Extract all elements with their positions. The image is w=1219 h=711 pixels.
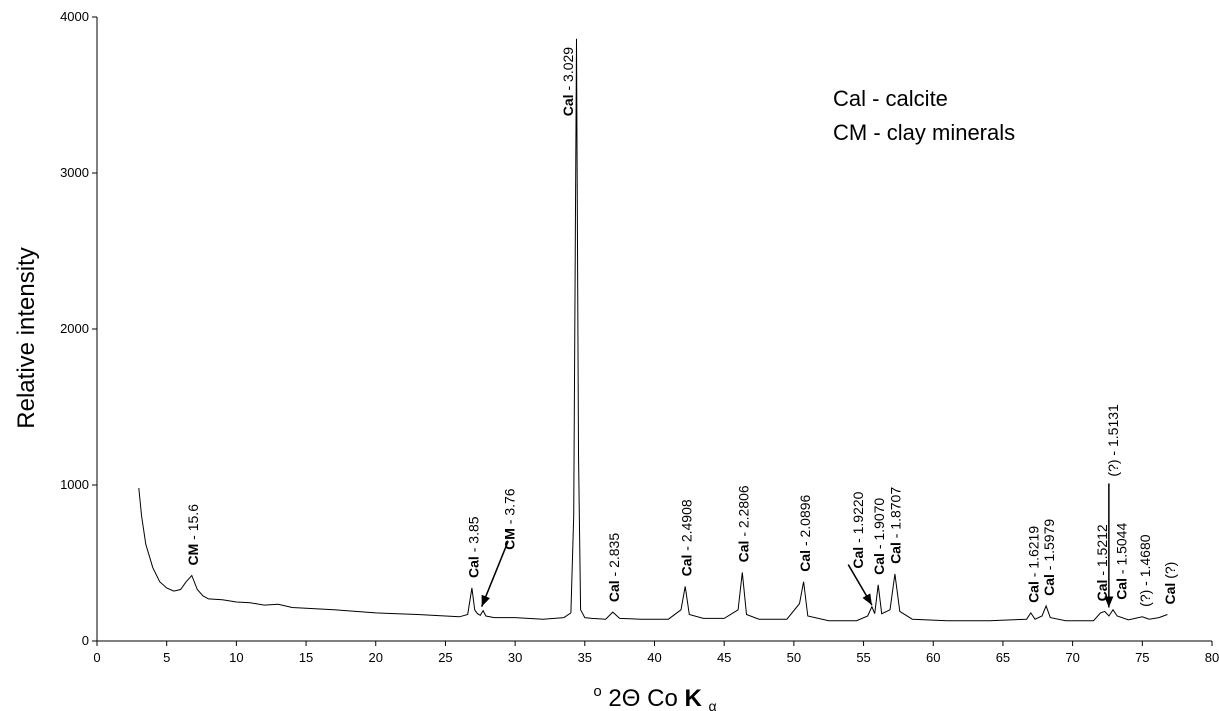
peak-label-mineral: CM: [502, 528, 518, 550]
peak-label-mineral: Cal: [560, 94, 576, 116]
peak-label: Cal - 1.5979: [1041, 519, 1057, 596]
peak-label-d-spacing: - 2.2806: [736, 485, 752, 540]
peak-label-mineral: Cal: [1026, 581, 1042, 603]
peak-arrow-head: [1104, 596, 1114, 608]
peak-label-d-spacing: - 15.6: [185, 504, 201, 544]
y-axis-title: Relative intensity: [13, 247, 40, 428]
x-tick-label: 30: [508, 650, 522, 665]
x-tick-label: 15: [299, 650, 313, 665]
peak-label: Cal - 3.029: [560, 47, 576, 116]
peak-label-d-spacing: - 3.85: [465, 516, 481, 556]
x-axis-title-degree: o: [593, 683, 601, 700]
x-tick-label: 45: [717, 650, 731, 665]
peak-label-d-spacing: (?) - 1.5131: [1105, 404, 1121, 477]
peak-label-d-spacing: - 2.835: [606, 533, 622, 581]
peak-label: Cal - 3.85: [465, 516, 481, 578]
peak-label-mineral: Cal: [797, 550, 813, 572]
peak-label-mineral: Cal: [1113, 578, 1129, 600]
peak-label-d-spacing: - 1.9220: [850, 491, 866, 546]
peak-label-d-spacing: - 1.6219: [1026, 526, 1042, 581]
peak-label-d-spacing: - 1.9070: [871, 498, 887, 553]
peak-label-d-spacing: - 2.4908: [679, 499, 695, 554]
x-tick-label: 40: [647, 650, 661, 665]
x-tick-label: 75: [1135, 650, 1149, 665]
peak-label-mineral: Cal: [1162, 583, 1178, 605]
peak-label: Cal - 2.835: [606, 533, 622, 602]
peak-label: Cal - 2.4908: [679, 499, 695, 576]
peak-label-mineral: Cal: [871, 553, 887, 575]
peak-label: Cal - 1.9070: [871, 498, 887, 575]
peak-label-mineral: Cal: [1094, 580, 1110, 602]
x-tick-label: 25: [438, 650, 452, 665]
peak-arrow-head: [862, 593, 872, 606]
peak-arrow-shaft: [480, 540, 509, 607]
y-tick-label: 3000: [60, 165, 89, 180]
x-tick-label: 50: [787, 650, 801, 665]
x-tick-label: 20: [369, 650, 383, 665]
x-tick-label: 70: [1065, 650, 1079, 665]
peak-label-d-spacing: - 1.5044: [1113, 523, 1129, 578]
peak-label-mineral: Cal: [679, 555, 695, 577]
y-axis-ticks: 0 1000 2000 3000 4000: [60, 9, 97, 648]
y-tick-label: 0: [82, 633, 89, 648]
peak-label: Cal - 1.6219: [1026, 526, 1042, 603]
peak-label-mineral: Cal: [1041, 574, 1057, 596]
y-tick-label: 2000: [60, 321, 89, 336]
peak-label-mineral: Cal: [606, 580, 622, 602]
peak-label: Cal - 1.5044: [1113, 523, 1129, 600]
peak-label: Cal (?): [1162, 562, 1178, 605]
peak-label: Cal - 2.0896: [797, 494, 813, 571]
y-tick-label: 1000: [60, 477, 89, 492]
peak-label: Cal - 1.8707: [888, 487, 904, 564]
x-axis-title-subscript: α: [708, 698, 716, 711]
x-tick-label: 10: [229, 650, 243, 665]
x-tick-label: 55: [856, 650, 870, 665]
peak-arrows: [480, 483, 1114, 608]
peak-label: (?) - 1.4680: [1137, 534, 1153, 607]
peak-label: CM - 3.76: [502, 488, 518, 550]
diffraction-pattern-line: [138, 38, 1168, 622]
peak-label: Cal - 1.5212: [1094, 524, 1110, 601]
x-tick-label: 60: [926, 650, 940, 665]
peak-label-mineral: Cal: [736, 541, 752, 563]
peak-label-d-spacing: (?) - 1.4680: [1137, 534, 1153, 607]
peak-label: Cal - 1.9220: [850, 491, 866, 568]
x-axis-title-bold: K: [684, 685, 702, 711]
peak-label-d-spacing: - 1.5212: [1094, 524, 1110, 579]
x-axis-ticks: 0 5 10 15 20 25 30 35 40 45 50 55 60 65 70 75 80: [93, 641, 1219, 665]
peak-label-d-spacing: (?): [1162, 562, 1178, 583]
peak-label-d-spacing: - 1.5979: [1041, 519, 1057, 574]
peak-label-d-spacing: - 2.0896: [797, 494, 813, 549]
peak-label-mineral: Cal: [465, 556, 481, 578]
legend-entry-clay-minerals: CM - clay minerals: [833, 120, 1015, 145]
peak-label-d-spacing: - 1.8707: [888, 487, 904, 542]
x-tick-label: 35: [578, 650, 592, 665]
x-tick-label: 80: [1205, 650, 1219, 665]
peak-label-mineral: Cal: [888, 542, 904, 564]
x-tick-label: 65: [996, 650, 1010, 665]
x-tick-label: 5: [163, 650, 170, 665]
peak-label: (?) - 1.5131: [1105, 404, 1121, 477]
peak-label-mineral: Cal: [850, 547, 866, 569]
x-tick-label: 0: [93, 650, 100, 665]
x-axis-title-main: 2Θ Co: [608, 685, 677, 711]
y-tick-label: 4000: [60, 9, 89, 24]
peak-label-d-spacing: - 3.76: [502, 488, 518, 528]
peak-arrow-head: [481, 594, 490, 607]
peak-label: Cal - 2.2806: [736, 485, 752, 562]
peak-label-d-spacing: - 3.029: [560, 47, 576, 95]
x-axis-title: o 2Θ Co K α: [593, 675, 716, 711]
peak-label-mineral: CM: [185, 544, 201, 566]
legend: Cal - calcite CM - clay minerals: [833, 86, 1015, 145]
legend-entry-calcite: Cal - calcite: [833, 86, 948, 111]
peak-label: CM - 15.6: [185, 504, 201, 566]
